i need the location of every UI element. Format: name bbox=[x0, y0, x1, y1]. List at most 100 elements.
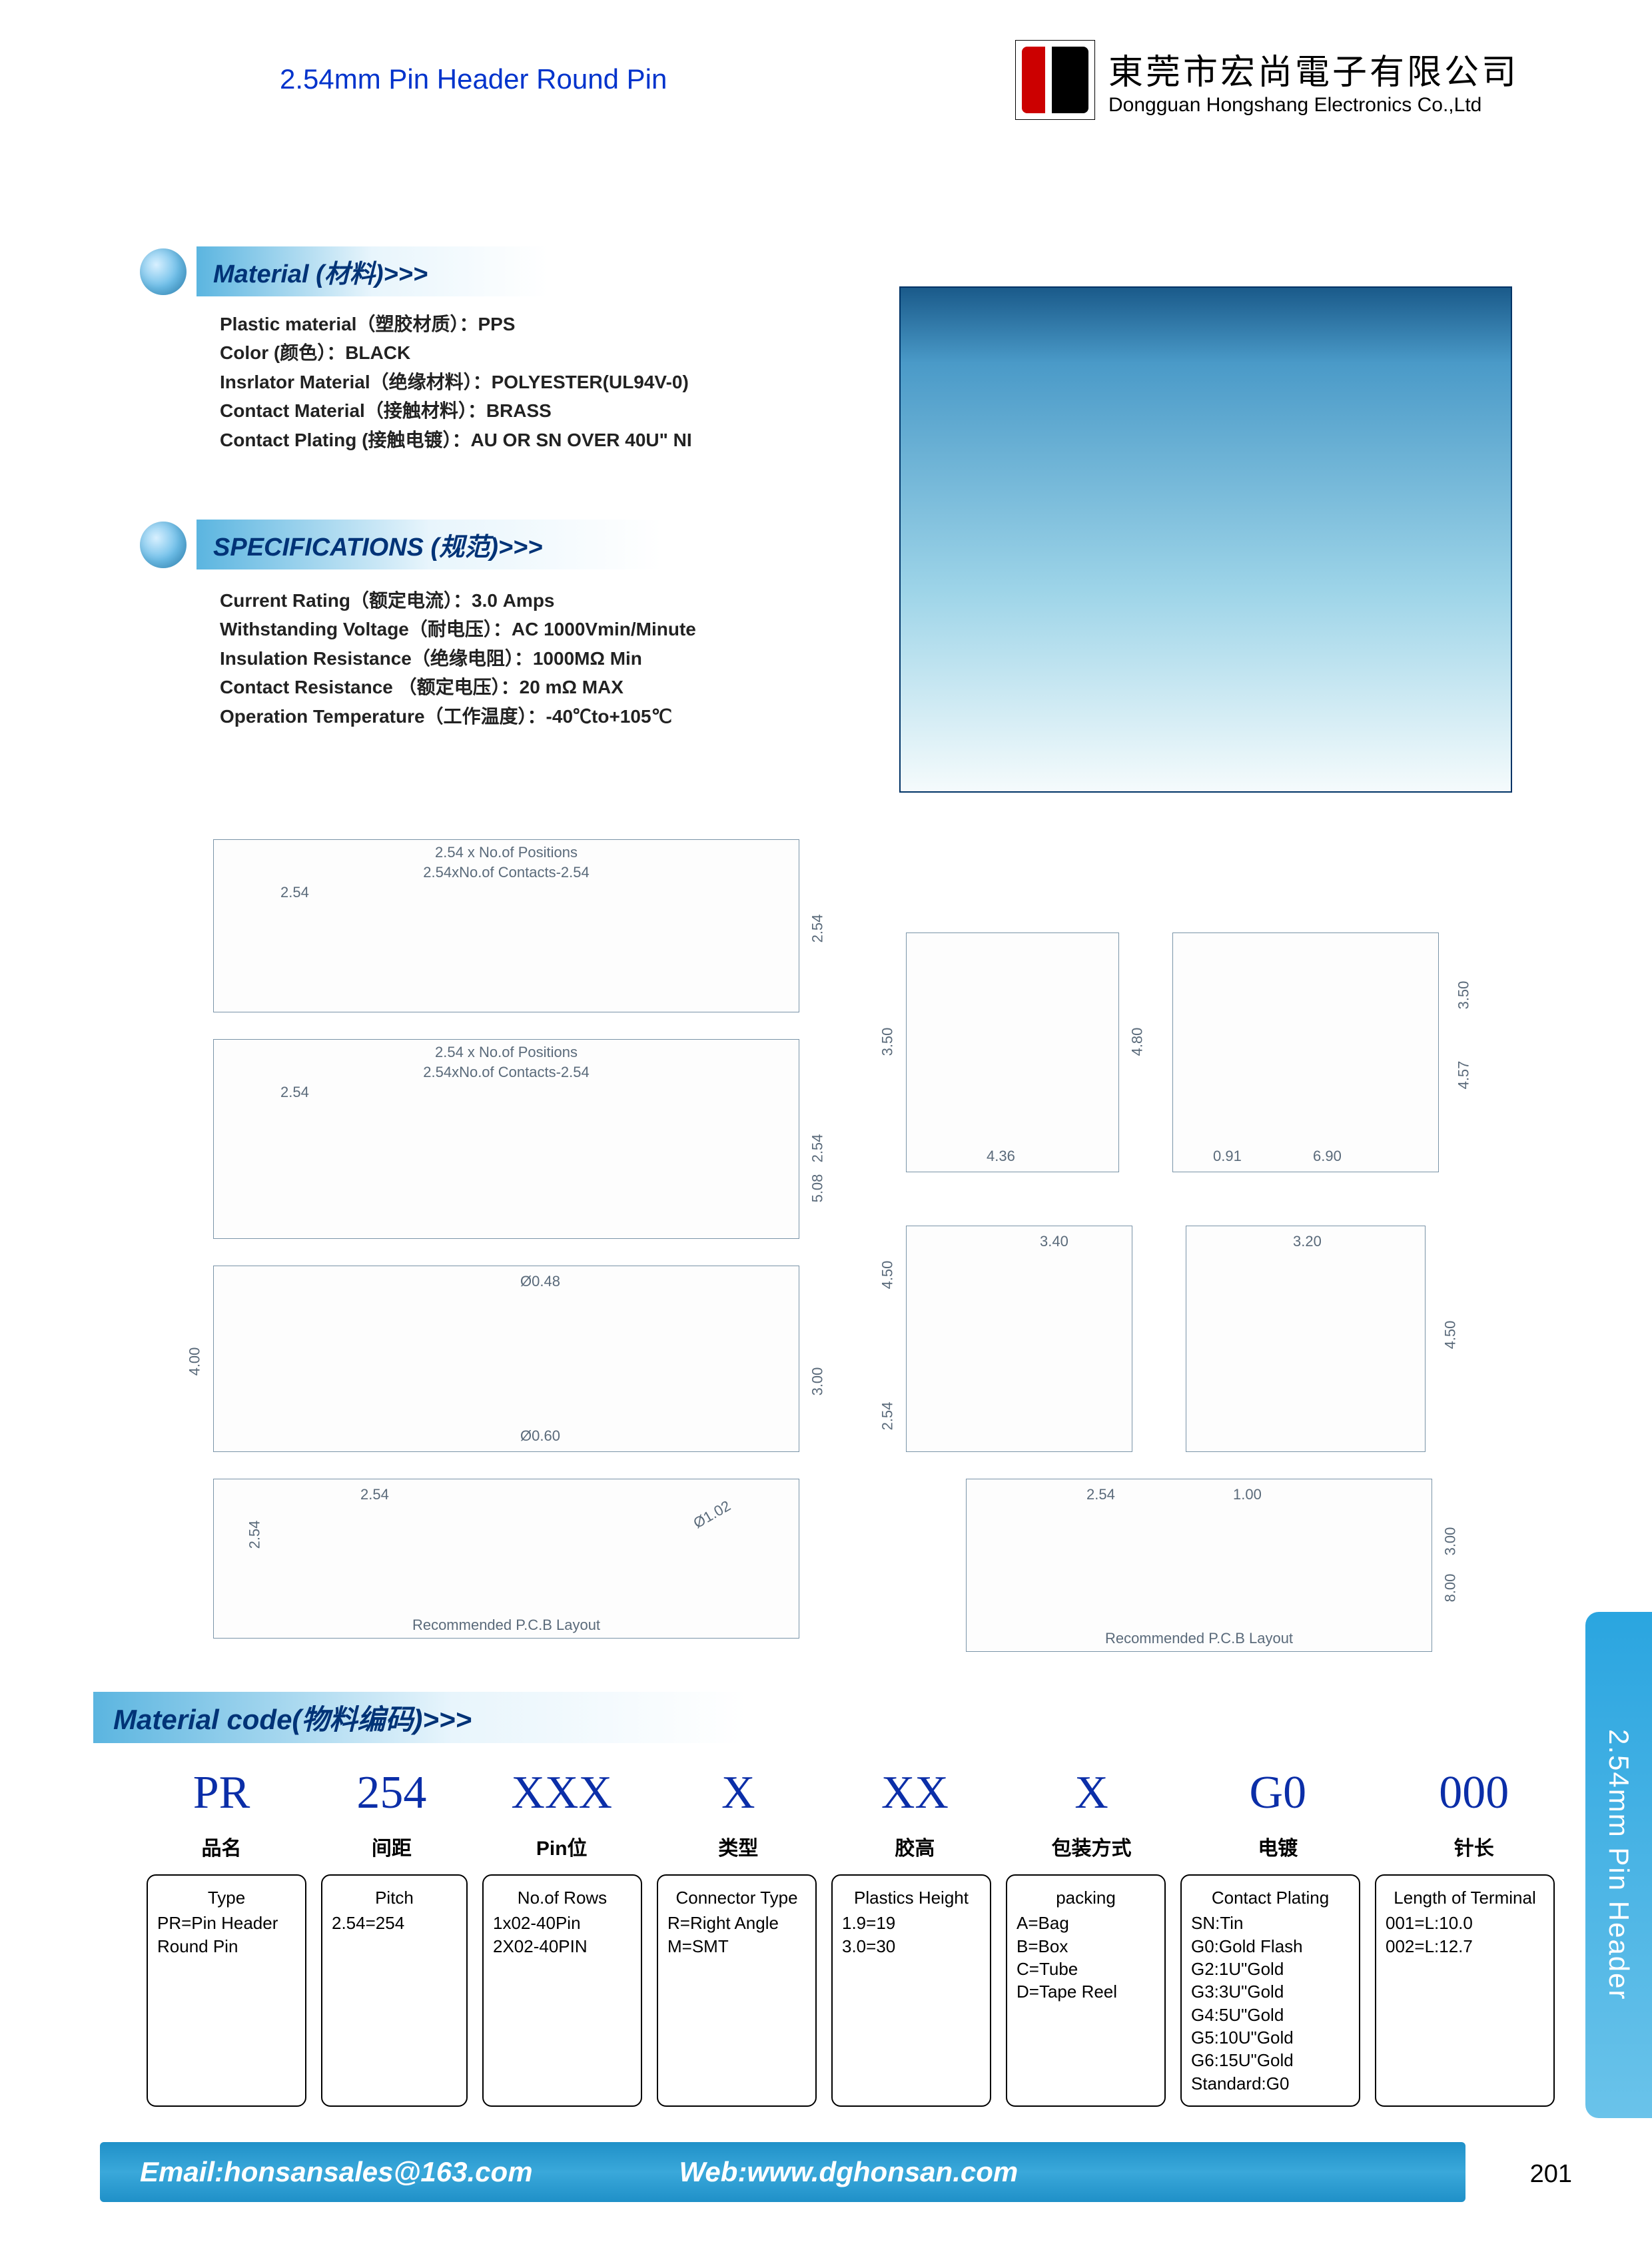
footer-bar: Email:honsansales@163.com Web:www.dghons… bbox=[100, 2142, 1465, 2202]
dim-label: 4.57 bbox=[1455, 1061, 1473, 1090]
material-row: Contact Plating (接触电镀）：AU OR SN OVER 40U… bbox=[220, 426, 692, 454]
desc-line: PR=Pin Header bbox=[157, 1912, 296, 1934]
desc-line: 001=L:10.0 bbox=[1386, 1912, 1544, 1934]
drawing-double-row-top: 2.54 x No.of Positions 2.54xNo.of Contac… bbox=[213, 1039, 799, 1239]
code-segment: XXX bbox=[487, 1766, 637, 1820]
dim-label: 2.54 x No.of Positions bbox=[435, 844, 578, 861]
dim-label: 3.20 bbox=[1293, 1233, 1322, 1250]
company-name-cn: 東莞市宏尚電子有限公司 bbox=[1108, 44, 1519, 94]
drawing-smt-single: 3.50 4.36 4.80 bbox=[906, 933, 1119, 1172]
desc-line: D=Tape Reel bbox=[1017, 1980, 1155, 2003]
dim-label: 8.00 bbox=[1442, 1574, 1459, 1603]
desc-line: R=Right Angle bbox=[667, 1912, 806, 1934]
drawing-smt-double: 3.50 4.57 0.91 6.90 bbox=[1172, 933, 1439, 1172]
page-number: 201 bbox=[1530, 2160, 1572, 2189]
desc-row: Type PR=Pin HeaderRound Pin Pitch 2.54=254 N… bbox=[147, 1874, 1559, 2107]
code-cn-label: 间距 bbox=[323, 1832, 460, 1861]
specs-row: Contact Resistance （额定电压）：20 mΩ MAX bbox=[220, 673, 696, 701]
specs-row: Insulation Resistance（绝缘电阻）：1000MΩ Min bbox=[220, 644, 696, 673]
desc-title: packing bbox=[1017, 1886, 1155, 1909]
code-desc-box: Plastics Height1.9=193.0=30 bbox=[831, 1874, 991, 2107]
desc-line: 2X02-40PIN bbox=[493, 1935, 631, 1958]
dim-label: 6.90 bbox=[1313, 1148, 1342, 1165]
material-row: Plastic material（塑胶材质）：PPS bbox=[220, 310, 692, 338]
desc-line: G2:1U"Gold bbox=[1191, 1958, 1350, 1980]
code-desc-box: packing A=BagB=BoxC=TubeD=Tape Reel bbox=[1006, 1874, 1166, 2107]
desc-title: Type bbox=[157, 1886, 296, 1909]
desc-title: Pitch bbox=[332, 1886, 457, 1909]
dim-label: 3.00 bbox=[809, 1367, 827, 1396]
desc-line: G4:5U"Gold bbox=[1191, 2004, 1350, 2026]
dim-label: 2.54 x No.of Positions bbox=[435, 1044, 578, 1061]
dim-label: 2.54 bbox=[879, 1402, 896, 1431]
code-cn-label: 胶高 bbox=[840, 1832, 990, 1861]
dim-label: 2.54 bbox=[809, 1134, 827, 1163]
cn-row: 品名间距Pin位类型胶高包装方式电镀针长 bbox=[147, 1832, 1559, 1861]
drawing-right-angle-single: 3.40 4.50 2.54 bbox=[906, 1226, 1132, 1452]
bullet-icon bbox=[140, 522, 187, 568]
code-segment: XX bbox=[840, 1766, 990, 1820]
dim-label: 2.54 bbox=[809, 915, 827, 943]
dim-label: Ø1.02 bbox=[691, 1497, 734, 1532]
drawing-single-row-top: 2.54 x No.of Positions 2.54xNo.of Contac… bbox=[213, 839, 799, 1012]
material-code-label: Material code(物料编码)>>> bbox=[113, 1697, 472, 1738]
dim-label: 2.54 bbox=[1086, 1486, 1115, 1503]
code-segment: 000 bbox=[1390, 1766, 1559, 1820]
code-desc-box: Pitch 2.54=254 bbox=[321, 1874, 468, 2107]
dim-label: 4.00 bbox=[186, 1347, 203, 1376]
desc-line: Round Pin bbox=[157, 1935, 296, 1958]
dim-label: 2.54 bbox=[280, 1084, 309, 1101]
desc-line: 2.54=254 bbox=[332, 1912, 457, 1934]
dim-label: 3.50 bbox=[879, 1028, 896, 1056]
desc-line: 1x02-40Pin bbox=[493, 1912, 631, 1934]
section-material-header: Material (材料)>>> bbox=[140, 246, 548, 296]
code-cn-label: 包装方式 bbox=[1017, 1832, 1166, 1861]
company-logo bbox=[1015, 40, 1095, 120]
code-segment: X bbox=[663, 1766, 813, 1820]
desc-line: G6:15U"Gold bbox=[1191, 2049, 1350, 2071]
desc-line: 002=L:12.7 bbox=[1386, 1935, 1544, 1958]
material-code-header: Material code(物料编码)>>> bbox=[93, 1692, 746, 1743]
code-row: PR254XXXXXXXG0000 bbox=[147, 1766, 1559, 1820]
code-cn-label: 类型 bbox=[663, 1832, 813, 1861]
company-block: 東莞市宏尚電子有限公司 Dongguan Hongshang Electroni… bbox=[1015, 40, 1519, 120]
dim-label: 3.40 bbox=[1040, 1233, 1068, 1250]
drawing-side-view: Ø0.48 Ø0.60 4.00 3.00 bbox=[213, 1266, 799, 1452]
technical-drawings: 2.54 x No.of Positions 2.54xNo.of Contac… bbox=[133, 839, 1519, 1679]
drawing-pcb-layout-left: 2.54 2.54 Ø1.02 Recommended P.C.B Layout bbox=[213, 1479, 799, 1639]
company-name-en: Dongguan Hongshang Electronics Co.,Ltd bbox=[1108, 94, 1519, 117]
desc-line: A=Bag bbox=[1017, 1912, 1155, 1934]
desc-line: B=Box bbox=[1017, 1935, 1155, 1958]
desc-title: No.of Rows bbox=[493, 1886, 631, 1909]
dim-label: 3.00 bbox=[1442, 1527, 1459, 1556]
dim-label: 4.50 bbox=[879, 1261, 896, 1290]
dim-label: 2.54 bbox=[280, 884, 309, 901]
dim-label: 2.54 bbox=[246, 1521, 263, 1549]
specs-row: Withstanding Voltage（耐电压）：AC 1000Vmin/Mi… bbox=[220, 615, 696, 643]
page-title: 2.54mm Pin Header Round Pin bbox=[280, 63, 667, 95]
code-cn-label: 针长 bbox=[1390, 1832, 1559, 1861]
code-segment: 254 bbox=[323, 1766, 460, 1820]
code-segment: PR bbox=[147, 1766, 296, 1820]
product-photo bbox=[899, 286, 1512, 793]
dim-label: Ø0.60 bbox=[520, 1427, 560, 1445]
code-desc-box: Contact PlatingSN:TinG0:Gold FlashG2:1U"… bbox=[1180, 1874, 1360, 2107]
side-tab: 2.54mm Pin Header bbox=[1585, 1612, 1652, 2118]
code-desc-box: Connector TypeR=Right AngleM=SMT bbox=[657, 1874, 817, 2107]
specs-row: Operation Temperature（工作温度）：-40℃to+105℃ bbox=[220, 702, 696, 731]
desc-line: C=Tube bbox=[1017, 1958, 1155, 1980]
dim-label: Recommended P.C.B Layout bbox=[412, 1617, 600, 1634]
desc-line: G0:Gold Flash bbox=[1191, 1935, 1350, 1958]
code-segment: X bbox=[1017, 1766, 1166, 1820]
desc-line: SN:Tin bbox=[1191, 1912, 1350, 1934]
code-cn-label: 品名 bbox=[147, 1832, 296, 1861]
footer-email: Email:honsansales@163.com bbox=[140, 2156, 533, 2188]
dim-label: 4.50 bbox=[1442, 1321, 1459, 1349]
dim-label: Recommended P.C.B Layout bbox=[1105, 1630, 1293, 1647]
desc-line: G5:10U"Gold bbox=[1191, 2026, 1350, 2049]
dim-label: 2.54xNo.of Contacts-2.54 bbox=[423, 864, 589, 881]
code-desc-box: Type PR=Pin HeaderRound Pin bbox=[147, 1874, 306, 2107]
desc-line: M=SMT bbox=[667, 1935, 806, 1958]
drawing-pcb-layout-right: 2.54 1.00 3.00 8.00 Recommended P.C.B La… bbox=[966, 1479, 1432, 1652]
dim-label: 5.08 bbox=[809, 1174, 827, 1203]
